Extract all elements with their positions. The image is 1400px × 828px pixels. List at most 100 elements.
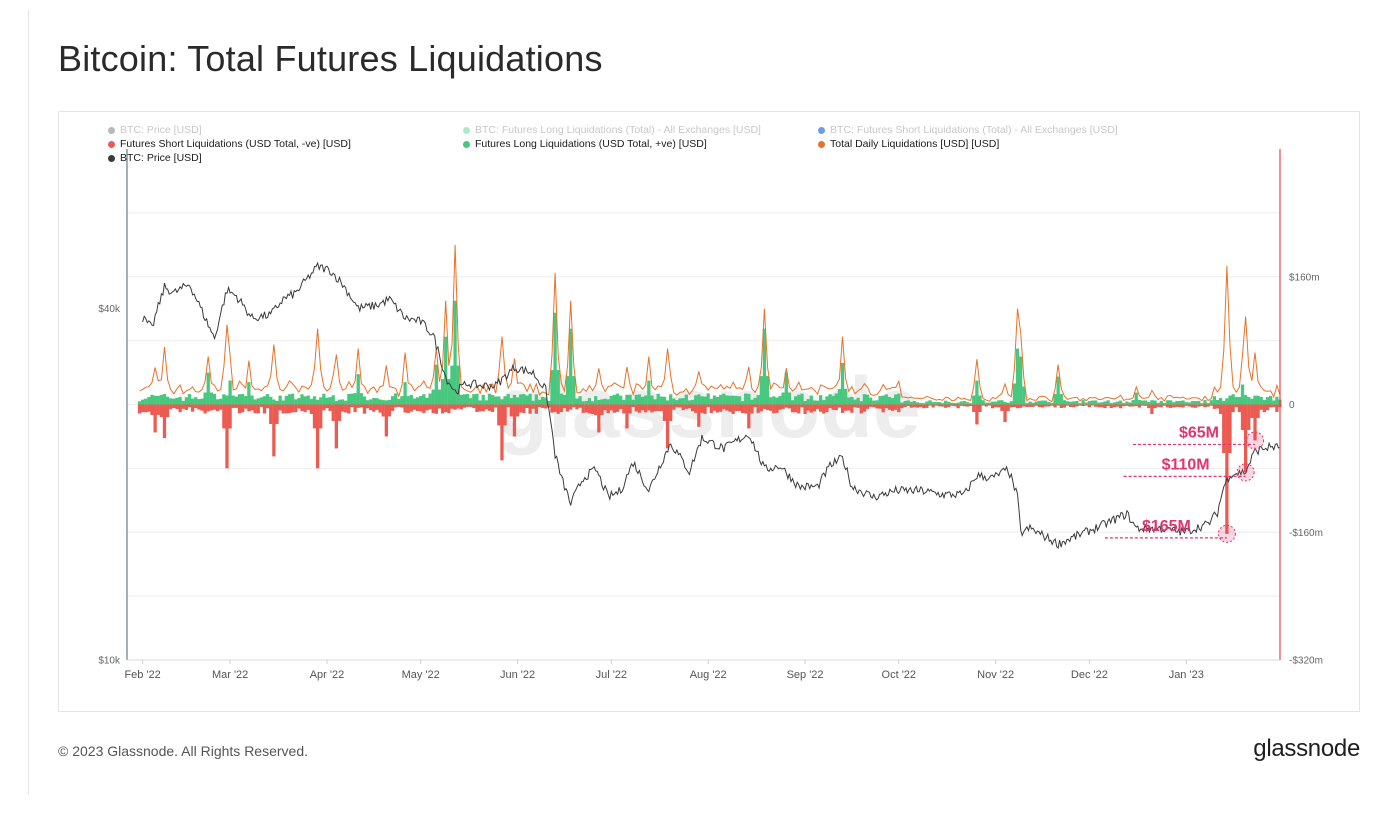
short-liquidation-bar <box>1172 404 1176 408</box>
long-liquidation-bar <box>137 401 142 405</box>
long-liquidation-bar <box>165 396 170 405</box>
long-liquidation-bar <box>231 395 235 405</box>
short-liquidation-bar <box>797 404 801 414</box>
short-liquidation-bar <box>481 404 485 412</box>
long-liquidation-bar <box>940 403 945 405</box>
legend-item-short-liquidations[interactable]: Futures Short Liquidations (USD Total, -… <box>108 138 351 150</box>
long-liquidation-bar <box>619 395 623 405</box>
short-liquidation-bar <box>637 404 642 413</box>
legend-item-long-liquidations[interactable]: Futures Long Liquidations (USD Total, +v… <box>463 138 707 150</box>
long-liquidation-bar <box>1228 395 1232 405</box>
long-liquidation-bar <box>562 394 567 405</box>
long-liquidation-bar <box>1040 400 1045 405</box>
total-liquidations-line <box>139 244 1281 403</box>
long-liquidation-bar <box>337 399 342 405</box>
short-liquidation-bar <box>1268 404 1273 408</box>
short-liquidation-bar <box>1237 404 1242 413</box>
legend-item-short-total-muted[interactable]: BTC: Futures Short Liquidations (Total) … <box>818 124 1118 136</box>
long-liquidation-bar <box>281 400 285 405</box>
long-liquidation-bar <box>1147 402 1151 405</box>
long-liquidation-bar <box>334 401 338 405</box>
short-liquidation-bar <box>519 404 523 413</box>
short-liquidation-bar <box>487 404 492 411</box>
short-liquidation-bar <box>572 404 576 408</box>
short-liquidation-bar <box>1240 404 1245 430</box>
long-liquidation-bar <box>981 400 985 405</box>
short-liquidation-bar <box>419 404 423 412</box>
long-liquidation-bar <box>919 403 923 405</box>
long-liquidation-bar <box>287 394 292 405</box>
short-liquidation-bar <box>772 404 776 414</box>
long-liquidation-bar <box>459 394 463 405</box>
legend-item-long-total-muted[interactable]: BTC: Futures Long Liquidations (Total) -… <box>463 124 761 136</box>
short-liquidation-bar <box>137 404 142 414</box>
long-liquidation-bar <box>544 397 548 405</box>
long-liquidation-bar <box>1022 386 1026 405</box>
long-liquidation-bar <box>1200 403 1204 405</box>
long-liquidation-bar <box>1168 400 1173 405</box>
long-liquidation-bar <box>578 396 582 405</box>
short-liquidation-bar <box>944 404 948 408</box>
legend-item-btc-price-muted[interactable]: BTC: Price [USD] <box>108 124 202 136</box>
x-axis-tick-label: Aug '22 <box>690 669 727 681</box>
long-liquidation-bar <box>794 396 798 405</box>
long-liquidation-bar <box>1122 403 1126 405</box>
long-liquidation-bar <box>965 402 970 405</box>
long-liquidation-bar <box>756 395 760 405</box>
long-liquidation-bar <box>381 400 385 405</box>
short-liquidation-bar <box>825 404 829 413</box>
legend-item-btc-price[interactable]: BTC: Price [USD] <box>108 152 202 164</box>
short-liquidation-bar <box>190 404 195 412</box>
long-liquidation-bar <box>709 398 713 405</box>
short-liquidation-bar <box>234 404 239 408</box>
short-liquidation-bar <box>425 404 429 411</box>
long-liquidation-bar <box>765 376 770 405</box>
short-liquidation-bar <box>769 404 773 411</box>
short-liquidation-bar <box>1159 404 1163 408</box>
short-liquidation-bar <box>1222 404 1226 454</box>
long-liquidation-bar <box>712 395 717 405</box>
long-liquidation-bar <box>825 396 829 405</box>
short-liquidation-bar <box>862 404 867 412</box>
long-liquidation-bar <box>497 396 501 405</box>
long-liquidation-bar <box>322 393 326 405</box>
short-liquidation-bar <box>1059 404 1063 409</box>
copyright-text: © 2023 Glassnode. All Rights Reserved. <box>58 743 309 759</box>
short-liquidation-bar <box>312 404 317 429</box>
glassnode-logo[interactable]: glassnode <box>1253 735 1360 762</box>
long-liquidation-bar <box>153 395 157 405</box>
short-liquidation-bar <box>400 404 404 408</box>
short-liquidation-bar <box>1125 404 1129 406</box>
short-liquidation-bar <box>1050 404 1054 406</box>
long-liquidation-bar <box>228 380 232 405</box>
short-liquidation-bar <box>150 404 154 415</box>
long-liquidation-bar <box>690 399 695 405</box>
chart-annotations: $65M $110M $165M <box>1104 424 1265 543</box>
long-liquidation-bar <box>659 396 663 405</box>
legend-item-total-daily[interactable]: Total Daily Liquidations [USD] [USD] <box>818 138 999 150</box>
long-liquidation-bar <box>969 403 973 405</box>
short-liquidation-bar <box>528 404 532 414</box>
long-liquidation-bar <box>1159 400 1163 405</box>
short-liquidation-bar <box>750 404 754 414</box>
legend-label: BTC: Price [USD] <box>120 152 202 164</box>
short-liquidation-bar <box>378 404 382 413</box>
long-liquidation-bar <box>453 300 457 405</box>
short-liquidation-bar <box>619 404 623 410</box>
short-liquidation-bar <box>881 404 885 413</box>
short-liquidation-bar <box>140 404 145 413</box>
short-liquidation-bar <box>962 404 967 407</box>
long-liquidation-bar <box>706 393 710 405</box>
short-liquidation-bar <box>1168 404 1173 408</box>
long-liquidation-bar <box>450 365 454 405</box>
short-liquidation-bar <box>394 404 398 408</box>
short-liquidation-bar <box>228 404 232 429</box>
short-liquidation-bar <box>259 404 264 407</box>
long-liquidation-bar <box>719 394 723 405</box>
short-liquidation-bar <box>1084 404 1088 406</box>
long-liquidation-bar <box>1250 398 1254 405</box>
long-liquidation-bar <box>447 379 451 405</box>
long-liquidation-bar <box>1125 401 1129 405</box>
short-liquidation-bar <box>525 404 529 409</box>
long-liquidation-bar <box>222 394 226 405</box>
